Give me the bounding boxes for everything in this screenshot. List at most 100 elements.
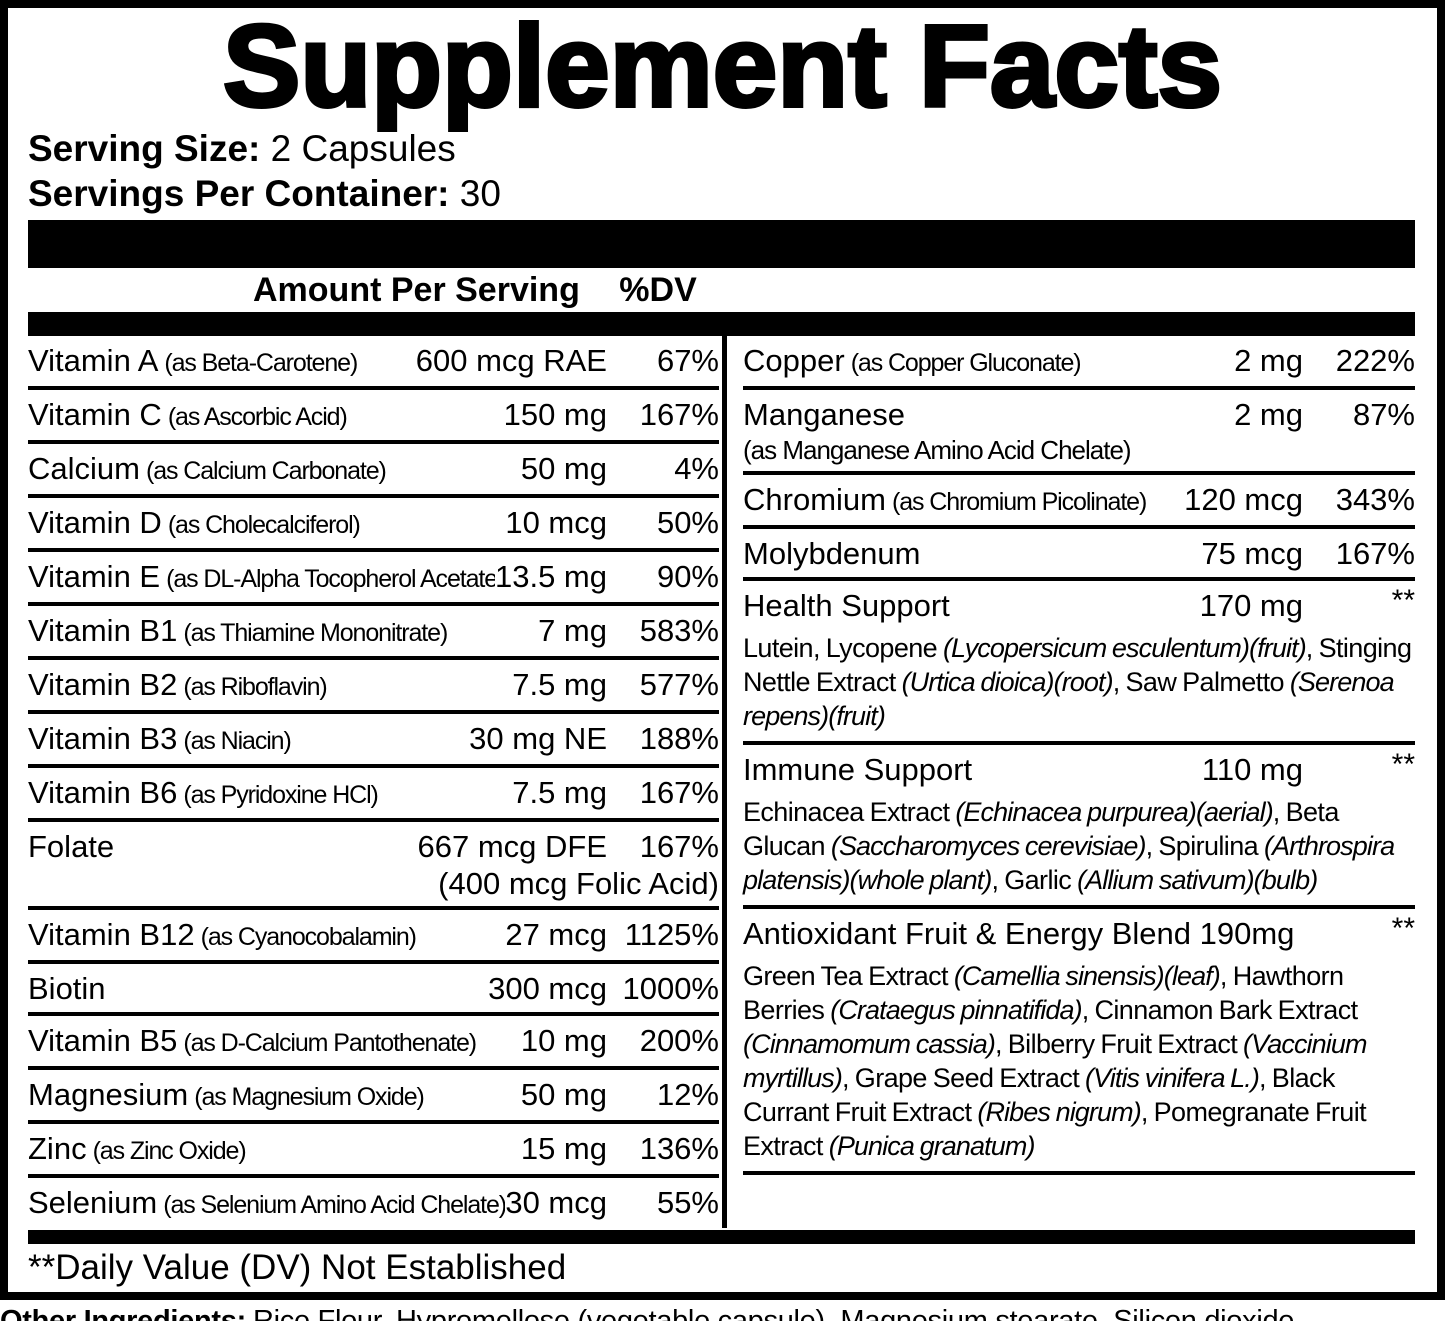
nutrient-row: Vitamin B12 (as Cyanocobalamin) 27 mcg 1125…	[28, 910, 719, 964]
nutrient-name: Copper	[743, 343, 845, 378]
nutrient-row: Vitamin B3 (as Niacin) 30 mg NE 188%	[28, 714, 719, 768]
nutrient-row: Molybdenum 75 mcg 167%	[743, 529, 1415, 581]
nutrient-dv: 222%	[1335, 343, 1415, 378]
nutrient-dv: 188%	[639, 721, 719, 756]
other-ingredients-label: Other Ingredients:	[0, 1305, 246, 1321]
nutrient-amount: 7.5 mg	[512, 775, 607, 810]
nutrient-amount: 50 mg	[520, 1077, 607, 1112]
nutrient-name: Vitamin C	[28, 397, 162, 432]
nutrient-amount: 75 mcg	[1201, 536, 1303, 571]
amount-per-serving-header: Amount Per Serving	[253, 271, 580, 309]
nutrient-row: Vitamin D (as Cholecalciferol) 10 mcg 50%	[28, 498, 719, 552]
nutrient-amount: 30 mg NE	[469, 721, 607, 756]
nutrient-row: Selenium (as Selenium Amino Acid Chelate)…	[28, 1178, 719, 1228]
nutrient-row: Magnesium (as Magnesium Oxide) 50 mg 12%	[28, 1070, 719, 1124]
divider-bar-header	[28, 312, 1415, 336]
nutrient-dv: 136%	[639, 1131, 719, 1166]
blend-ingredients: Echinacea Extract (Echinacea purpurea)(a…	[743, 797, 1395, 895]
nutrient-row: Vitamin E (as DL-Alpha Tocopherol Acetate…	[28, 552, 719, 606]
nutrient-row: Vitamin B1 (as Thiamine Mononitrate) 7 mg 5…	[28, 606, 719, 660]
nutrient-name: Zinc	[28, 1131, 87, 1166]
nutrient-form: (as Manganese Amino Acid Chelate)	[743, 435, 1132, 465]
nutrient-name: Vitamin B1	[28, 613, 178, 648]
nutrient-name: Biotin	[28, 971, 106, 1006]
nutrient-amount: 50 mg	[520, 451, 607, 486]
divider-bar-bottom	[28, 1230, 1415, 1244]
nutrient-name: Magnesium	[28, 1077, 189, 1112]
nutrient-row: Copper (as Copper Gluconate) 2 mg 222%	[743, 336, 1415, 390]
nutrient-name: Vitamin D	[28, 505, 162, 540]
serving-size-value: 2 Capsules	[270, 128, 456, 169]
nutrient-form: (as Chromium Picolinate)	[891, 488, 1147, 516]
nutrient-dv: 4%	[674, 451, 719, 486]
column-divider	[722, 336, 727, 1228]
blend-ingredients: Lutein, Lycopene (Lycopersicum esculentu…	[743, 633, 1412, 731]
nutrient-amount: 2 mg	[1234, 397, 1303, 432]
nutrient-sub-amount: (400 mcg Folic Acid)	[438, 866, 719, 901]
nutrient-form: (as DL-Alpha Tocopherol Acetate)	[166, 565, 495, 593]
serving-size-label: Serving Size:	[28, 128, 261, 169]
nutrient-dv: 167%	[1335, 536, 1415, 571]
nutrient-row: Zinc (as Zinc Oxide) 15 mg 136%	[28, 1124, 719, 1178]
nutrient-name: Vitamin B6	[28, 775, 178, 810]
left-column: Vitamin A (as Beta-Carotene) 600 mcg RAE 67…	[8, 336, 722, 1228]
nutrient-columns: Vitamin A (as Beta-Carotene) 600 mcg RAE 67…	[8, 336, 1437, 1228]
nutrient-row: Vitamin B5 (as D-Calcium Pantothenate) 10 …	[28, 1016, 719, 1070]
nutrient-amount: 15 mg	[520, 1131, 607, 1166]
nutrient-dv: 87%	[1352, 397, 1415, 432]
nutrient-form: (as Copper Gluconate)	[850, 349, 1082, 377]
nutrient-dv: 12%	[656, 1077, 719, 1112]
nutrient-form: (as Cyanocobalamin)	[200, 923, 417, 951]
nutrient-dv: 1000%	[622, 971, 719, 1006]
blend-dv-stars: **	[1391, 912, 1415, 945]
nutrient-amount: 7 mg	[538, 613, 607, 648]
nutrient-name: Vitamin B12	[28, 917, 195, 952]
nutrient-dv: 200%	[639, 1023, 719, 1058]
nutrient-dv: 90%	[656, 559, 719, 594]
nutrient-dv: 55%	[656, 1185, 719, 1220]
nutrient-name: Vitamin B5	[28, 1023, 178, 1058]
nutrient-form: (as D-Calcium Pantothenate)	[183, 1029, 477, 1057]
nutrient-amount: 150 mg	[503, 397, 607, 432]
nutrient-amount: 7.5 mg	[512, 667, 607, 702]
nutrient-form: (as Ascorbic Acid)	[167, 403, 348, 431]
nutrient-dv: 167%	[639, 397, 719, 432]
nutrient-form: (as Cholecalciferol)	[167, 511, 361, 539]
nutrient-name: Molybdenum	[743, 536, 921, 571]
nutrient-name: Selenium	[28, 1185, 158, 1220]
nutrient-amount: 667 mcg DFE	[417, 829, 607, 864]
servings-per-container-line: Servings Per Container: 30	[28, 171, 1437, 216]
nutrient-form: (as Pyridoxine HCl)	[183, 781, 379, 809]
nutrient-dv: 67%	[656, 343, 719, 378]
nutrient-amount: 600 mcg RAE	[415, 343, 607, 378]
nutrient-row: Biotin 300 mcg 1000%	[28, 964, 719, 1016]
nutrient-row: Vitamin B6 (as Pyridoxine HCl) 7.5 mg 167%	[28, 768, 719, 822]
nutrient-form: (as Selenium Amino Acid Chelate)	[163, 1191, 506, 1219]
nutrient-form: (as Riboflavin)	[183, 673, 327, 701]
nutrient-amount: 30 mcg	[505, 1185, 607, 1220]
blend-amount: 110 mg	[1201, 752, 1303, 787]
nutrient-dv: 583%	[639, 613, 719, 648]
blend-dv-stars: **	[1391, 584, 1415, 617]
nutrient-row-manganese: Manganese 2 mg 87% (as Manganese Amino Aci…	[743, 390, 1415, 475]
nutrient-name: Vitamin E	[28, 559, 161, 594]
nutrient-dv: 167%	[639, 829, 719, 864]
nutrient-amount: 120 mcg	[1184, 482, 1303, 517]
nutrient-name: Chromium	[743, 482, 886, 517]
page-title: Supplement Facts	[221, 1, 1224, 131]
other-ingredients-line: Other Ingredients: Rice Flour, Hypromello…	[0, 1304, 1445, 1321]
nutrient-name: Calcium	[28, 451, 140, 486]
nutrient-name: Vitamin B2	[28, 667, 178, 702]
nutrient-dv: 50%	[656, 505, 719, 540]
nutrient-form: (as Niacin)	[183, 727, 291, 755]
nutrient-name: Vitamin A	[28, 343, 159, 378]
nutrient-dv: 167%	[639, 775, 719, 810]
blend-dv-stars: **	[1391, 748, 1415, 781]
nutrient-row: Vitamin A (as Beta-Carotene) 600 mcg RAE 67…	[28, 336, 719, 390]
nutrient-dv: 343%	[1335, 482, 1415, 517]
nutrient-amount: 13.5 mg	[494, 559, 607, 594]
blend-ingredients: Green Tea Extract (Camellia sinensis)(le…	[743, 961, 1367, 1161]
nutrient-form: (as Calcium Carbonate)	[145, 457, 387, 485]
blend-name: Immune Support	[743, 752, 973, 787]
